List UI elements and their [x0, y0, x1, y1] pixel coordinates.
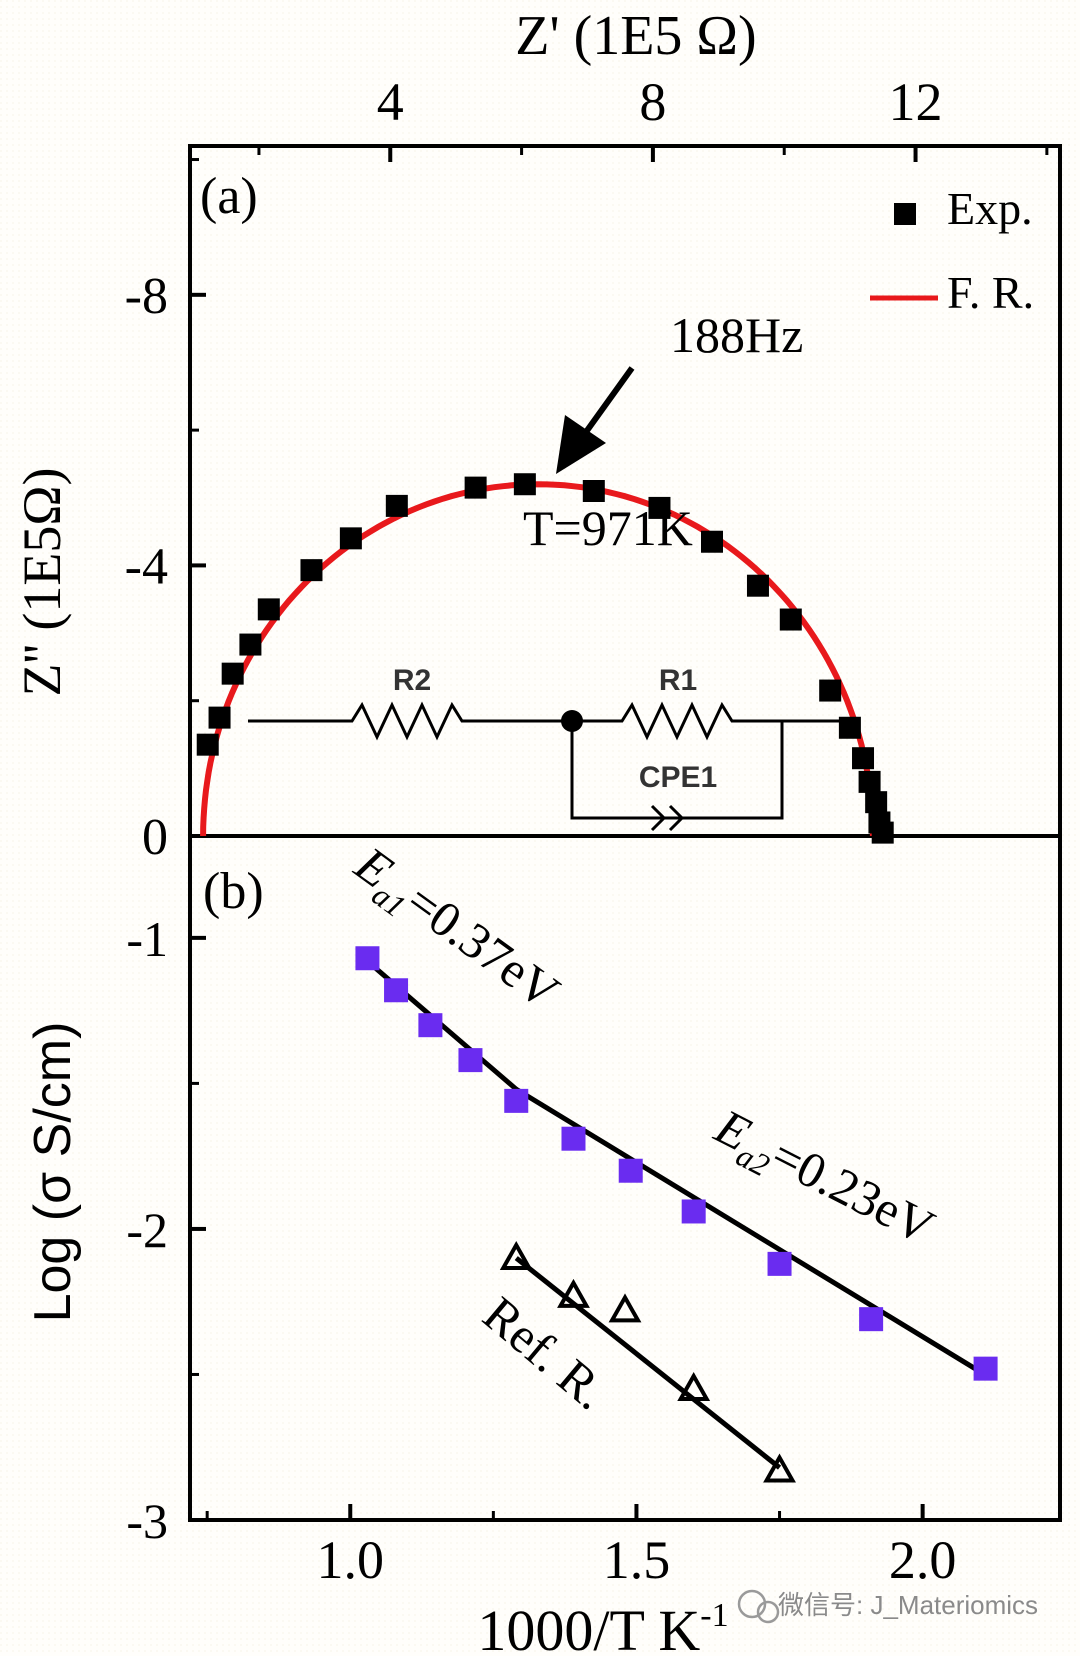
fit-line-0-1 [514, 1087, 982, 1374]
cpe-label: CPE1 [639, 761, 717, 794]
fit-semicircle [200, 481, 876, 837]
panel-a-label: (a) [200, 168, 258, 225]
exp-point-3 [239, 633, 262, 656]
x-axis-title-a: Z' (1E5 Ω) [515, 5, 756, 67]
ref-point-1 [557, 1278, 590, 1308]
sample-point-2 [418, 1013, 443, 1038]
x-tick-label-b-0: 1.0 [317, 1530, 385, 1590]
panel-b: 1.0 1.5 2.0 -1 -2 -3 [126, 911, 998, 1590]
cpe-element [650, 804, 685, 832]
exp-point-12 [701, 530, 723, 553]
x-tick-label-a-0: 4 [377, 72, 404, 132]
sample-point-4 [504, 1088, 529, 1113]
ref-point-4 [763, 1453, 796, 1483]
ref-point-2 [608, 1293, 642, 1323]
x-tick-label-a-2: 12 [889, 72, 943, 132]
cpe-branch [570, 721, 784, 820]
r2-label: R2 [393, 664, 431, 697]
y-tick-label-a-0: 0 [142, 809, 168, 866]
x-tick-label-b-2: 2.0 [889, 1530, 957, 1590]
r1-resistor [572, 701, 858, 741]
sample-point-3 [458, 1048, 483, 1073]
x-tick-label-b-1: 1.5 [603, 1530, 671, 1590]
r2-resistor [248, 701, 572, 741]
panel-b-frame [188, 834, 1062, 1522]
sample-point-8 [767, 1251, 792, 1276]
y-tick-label-b-2: -3 [126, 1493, 168, 1549]
frequency-annotation: 188Hz [670, 307, 803, 363]
x-tick-label-a-1: 8 [639, 72, 666, 132]
fit-line-1-0 [514, 1256, 782, 1470]
exp-point-1 [208, 706, 231, 729]
exp-point-11 [648, 496, 671, 519]
x-axis-title-b: 1000/T K-1 [477, 1597, 728, 1656]
legend-exp-label: Exp. [947, 183, 1033, 234]
exp-point-7 [385, 494, 408, 517]
watermark: 微信号: J_Materiomics [737, 1589, 1038, 1624]
exp-point-4 [257, 598, 280, 621]
y-axis-title-a: Z'' (1E5Ω) [12, 467, 72, 696]
legend-exp-marker [894, 203, 916, 225]
temperature-annotation: T=971K [523, 500, 693, 556]
sample-point-9 [859, 1307, 884, 1332]
panel-a: 4 8 12 0 -4 -8 [125, 72, 1049, 866]
panel-b-label: (b) [203, 863, 264, 920]
x-axis-title-b-superscript: -1 [700, 1597, 728, 1634]
exp-point-6 [339, 527, 362, 550]
y-axis-title-b: Log (σ S/cm) [24, 1022, 82, 1323]
y-tick-label-a-2: -8 [125, 268, 168, 325]
ref-point-0 [499, 1240, 533, 1271]
exp-point-5 [300, 559, 323, 582]
y-tick-label-b-1: -2 [126, 1202, 168, 1258]
sample-point-10 [973, 1356, 998, 1381]
sample-point-0 [355, 946, 380, 971]
exp-point-15 [819, 679, 842, 702]
watermark-text: 微信号: J_Materiomics [778, 1590, 1038, 1620]
exp-point-9 [513, 473, 536, 496]
y-tick-label-b-0: -1 [126, 911, 168, 967]
sample-point-7 [681, 1199, 706, 1224]
exp-point-13 [746, 574, 769, 597]
wechat-icon [737, 1589, 767, 1619]
exp-point-2 [221, 662, 244, 685]
sample-point-1 [384, 978, 409, 1003]
r1-label: R1 [659, 664, 697, 697]
exp-point-10 [582, 480, 605, 502]
legend-fr-label: F. R. [947, 267, 1034, 318]
exp-point-14 [779, 608, 802, 631]
frequency-arrow [556, 366, 635, 474]
exp-point-18 [858, 770, 881, 793]
x-axis-title-b-main: 1000/T K [477, 1598, 700, 1656]
ref-point-3 [677, 1371, 711, 1402]
exp-point-19 [865, 791, 888, 814]
equivalent-circuit [248, 701, 858, 832]
sample-point-5 [561, 1126, 586, 1151]
sample-point-6 [618, 1158, 643, 1183]
wechat-icon-inner [756, 1600, 780, 1624]
y-tick-label-a-1: -4 [125, 538, 168, 595]
exp-point-8 [464, 476, 487, 499]
exp-point-21 [871, 821, 894, 844]
exp-point-0 [196, 733, 219, 756]
circuit-node [561, 710, 583, 732]
exp-point-17 [852, 747, 875, 770]
